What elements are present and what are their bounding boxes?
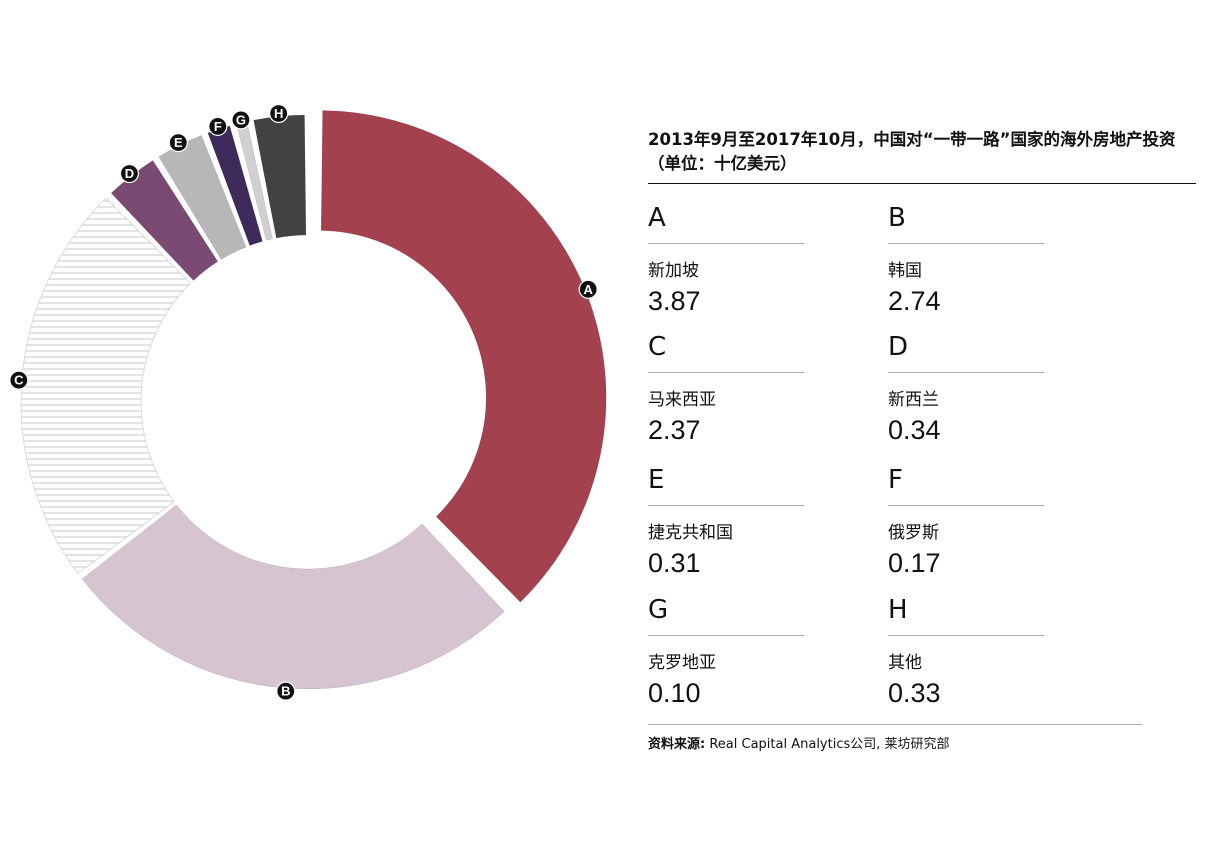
marker-dot — [9, 370, 29, 390]
source-text: Real Capital Analytics公司, 莱坊研究部 — [709, 737, 950, 752]
legend-letter: G — [648, 595, 669, 625]
legend-value: 0.34 — [888, 415, 941, 445]
marker-dot — [119, 163, 140, 184]
legend-country: 其他 — [888, 653, 922, 673]
marker-dot — [168, 133, 188, 153]
slice-a — [320, 110, 607, 603]
marker-dot — [231, 110, 251, 130]
legend-country: 韩国 — [888, 261, 922, 281]
slice-marker-d: D — [119, 163, 140, 184]
slice-b — [81, 504, 505, 690]
legend-entry-h: H 其他 0.33 — [888, 595, 1044, 709]
legend-value: 0.17 — [888, 548, 941, 578]
slice-c — [20, 197, 191, 574]
marker-label: F — [214, 119, 222, 134]
marker-label: C — [14, 373, 24, 388]
legend-divider — [888, 372, 1044, 373]
slice-marker-f: F — [208, 116, 228, 136]
legend-country: 捷克共和国 — [648, 523, 733, 543]
source-note: 资料来源: Real Capital Analytics公司, 莱坊研究部 — [648, 736, 950, 754]
legend-country: 新西兰 — [888, 390, 939, 410]
legend-divider — [888, 505, 1044, 506]
legend-letter: A — [648, 203, 666, 233]
chart-title: 2013年9月至2017年10月，中国对“一带一路”国家的海外房地产投资 （单位… — [648, 128, 1208, 176]
marker-dot — [208, 116, 228, 136]
marker-label: G — [236, 112, 246, 127]
legend-entry-c: C 马来西亚 2.37 — [648, 332, 804, 446]
legend-entry-a: A 新加坡 3.87 — [648, 203, 804, 317]
donut-chart: A B C D E F G H — [9, 103, 607, 701]
source-divider — [648, 724, 1142, 725]
slice-marker-g: G — [231, 110, 251, 130]
legend-divider — [888, 635, 1044, 636]
legend-letter: H — [888, 595, 908, 625]
marker-dot — [276, 681, 296, 701]
slice-marker-b: B — [276, 681, 296, 701]
legend-country: 马来西亚 — [648, 390, 716, 410]
legend-entry-g: G 克罗地亚 0.10 — [648, 595, 804, 709]
legend-entry-e: E 捷克共和国 0.31 — [648, 465, 804, 579]
legend-country: 克罗地亚 — [648, 653, 716, 673]
source-label: 资料来源: — [648, 737, 706, 752]
legend-value: 2.37 — [648, 415, 701, 445]
slice-marker-e: E — [168, 133, 188, 153]
legend-entry-b: B 韩国 2.74 — [888, 203, 1044, 317]
marker-label: E — [174, 135, 183, 150]
marker-label: B — [281, 684, 290, 699]
legend-divider — [648, 635, 804, 636]
legend-value: 0.33 — [888, 678, 941, 708]
marker-label: H — [274, 106, 283, 121]
legend-divider — [648, 372, 804, 373]
legend-letter: C — [648, 332, 667, 362]
legend-divider — [648, 505, 804, 506]
legend-value: 2.74 — [888, 286, 941, 316]
legend-entry-d: D 新西兰 0.34 — [888, 332, 1044, 446]
legend-country: 俄罗斯 — [888, 523, 939, 543]
legend-value: 3.87 — [648, 286, 701, 316]
slice-marker-c: C — [9, 370, 29, 390]
legend-divider — [888, 243, 1044, 244]
legend-letter: E — [648, 465, 665, 495]
legend-divider — [648, 243, 804, 244]
legend-entry-f: F 俄罗斯 0.17 — [888, 465, 1044, 579]
legend-value: 0.31 — [648, 548, 701, 578]
marker-label: A — [583, 282, 593, 297]
chart-title-main: 2013年9月至2017年10月，中国对“一带一路”国家的海外房地产投资 — [648, 130, 1176, 149]
legend-value: 0.10 — [648, 678, 701, 708]
marker-label: D — [125, 166, 134, 181]
marker-dot — [578, 279, 598, 299]
title-divider — [648, 183, 1196, 184]
legend-letter: F — [888, 465, 903, 495]
slice-marker-h: H — [269, 103, 289, 124]
slice-marker-a: A — [578, 279, 598, 299]
legend-letter: D — [888, 332, 909, 362]
legend-country: 新加坡 — [648, 261, 699, 281]
marker-dot — [269, 103, 289, 124]
chart-title-unit: （单位：十亿美元） — [648, 154, 797, 173]
legend-letter: B — [888, 203, 906, 233]
